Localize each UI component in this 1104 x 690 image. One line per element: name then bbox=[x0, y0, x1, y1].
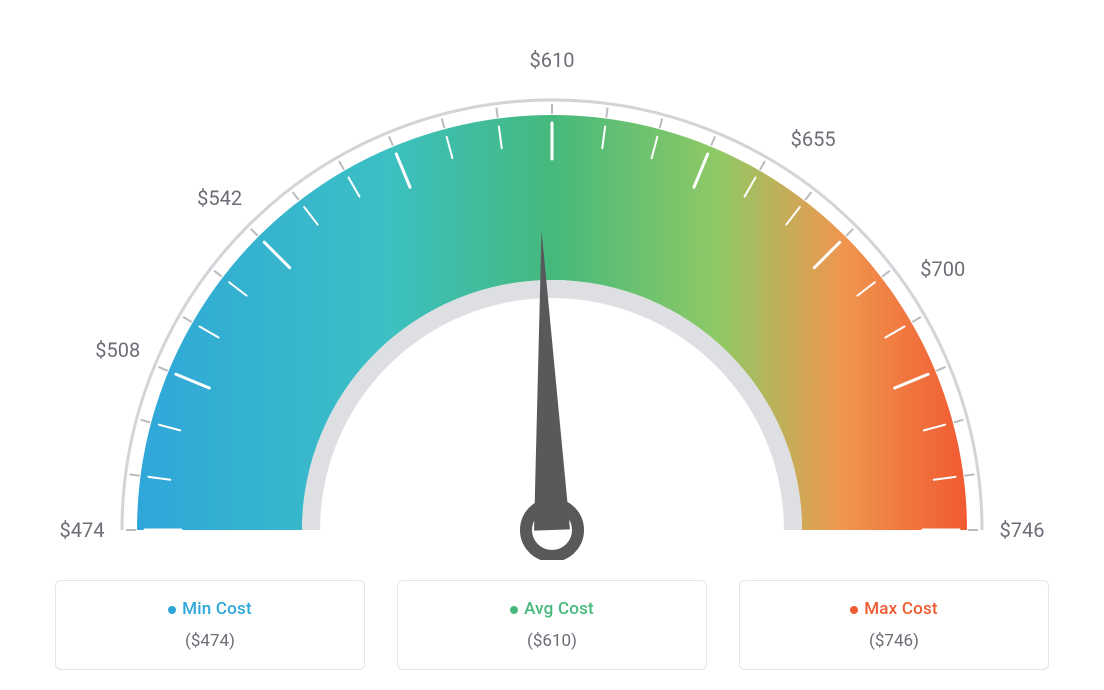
legend-avg-title: Avg Cost bbox=[418, 599, 686, 619]
dot-icon bbox=[510, 606, 518, 614]
gauge-tick-label: $508 bbox=[95, 338, 140, 362]
gauge-tick-label: $474 bbox=[60, 518, 105, 542]
gauge-tick-label: $542 bbox=[197, 186, 242, 210]
legend-min-label: Min Cost bbox=[182, 599, 252, 619]
legend-min-value: ($474) bbox=[76, 631, 344, 651]
legend-avg-value: ($610) bbox=[418, 631, 686, 651]
gauge-tick-label: $746 bbox=[1000, 518, 1045, 542]
legend-max-value: ($746) bbox=[760, 631, 1028, 651]
gauge-tick-label: $655 bbox=[791, 127, 836, 151]
legend-row: Min Cost ($474) Avg Cost ($610) Max Cost… bbox=[0, 580, 1104, 670]
legend-card-min: Min Cost ($474) bbox=[55, 580, 365, 670]
dot-icon bbox=[850, 606, 858, 614]
legend-card-max: Max Cost ($746) bbox=[739, 580, 1049, 670]
gauge-tick-label: $610 bbox=[530, 48, 575, 72]
legend-max-label: Max Cost bbox=[864, 599, 938, 619]
dot-icon bbox=[168, 606, 176, 614]
gauge-tick-label: $700 bbox=[920, 257, 965, 281]
legend-max-title: Max Cost bbox=[760, 599, 1028, 619]
legend-min-title: Min Cost bbox=[76, 599, 344, 619]
legend-card-avg: Avg Cost ($610) bbox=[397, 580, 707, 670]
gauge-chart: $474 $508 $542 $610 $655 $700 $746 bbox=[0, 0, 1104, 560]
legend-avg-label: Avg Cost bbox=[524, 599, 594, 619]
